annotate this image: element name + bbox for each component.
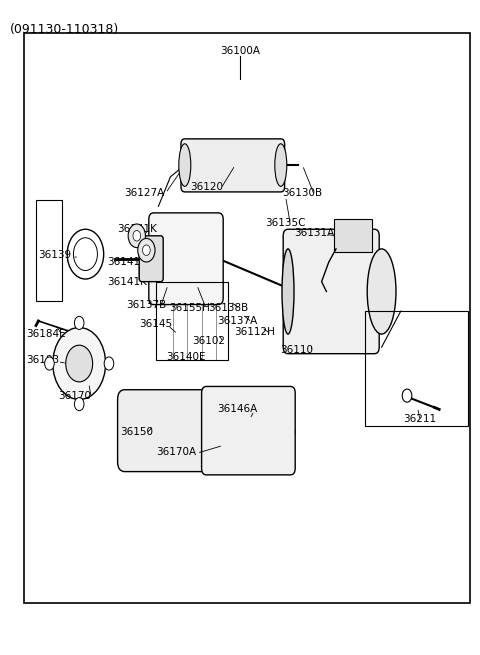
Ellipse shape: [179, 144, 191, 187]
FancyBboxPatch shape: [334, 219, 372, 252]
Text: 36130B: 36130B: [282, 188, 323, 198]
Text: (091130-110318): (091130-110318): [10, 23, 119, 36]
FancyBboxPatch shape: [118, 390, 216, 472]
FancyBboxPatch shape: [202, 386, 295, 475]
Text: 36170: 36170: [58, 391, 91, 402]
Text: 36137A: 36137A: [217, 316, 258, 326]
Circle shape: [66, 345, 93, 382]
FancyBboxPatch shape: [283, 229, 379, 354]
Text: 36110: 36110: [280, 345, 313, 356]
Ellipse shape: [275, 144, 287, 187]
Text: 36131A: 36131A: [294, 227, 335, 238]
Bar: [24, 33, 470, 603]
Text: 36140E: 36140E: [167, 352, 206, 362]
Circle shape: [104, 357, 114, 370]
Text: 36127A: 36127A: [124, 188, 164, 198]
Bar: [36, 200, 62, 301]
Circle shape: [402, 389, 412, 402]
Text: 36146A: 36146A: [217, 404, 258, 415]
Text: 36150: 36150: [120, 427, 153, 438]
Text: 36141K: 36141K: [107, 276, 147, 287]
Text: 36102: 36102: [192, 335, 225, 346]
Bar: [156, 282, 228, 360]
Text: 36138B: 36138B: [208, 303, 248, 313]
Ellipse shape: [282, 249, 294, 334]
Bar: [139, 409, 149, 452]
FancyBboxPatch shape: [139, 236, 163, 282]
Bar: [182, 409, 192, 452]
Circle shape: [138, 238, 155, 262]
Text: 36112H: 36112H: [234, 327, 275, 337]
Text: 36183: 36183: [25, 355, 59, 365]
Text: 36145: 36145: [139, 319, 173, 329]
Text: 36137B: 36137B: [126, 299, 167, 310]
Circle shape: [133, 231, 141, 241]
Text: 36139: 36139: [38, 250, 72, 261]
Bar: [154, 409, 163, 452]
Circle shape: [74, 398, 84, 411]
FancyBboxPatch shape: [149, 213, 223, 305]
Text: 36135C: 36135C: [265, 217, 306, 228]
Text: 36184E: 36184E: [26, 329, 65, 339]
Text: 36141K: 36141K: [117, 224, 157, 234]
Circle shape: [128, 224, 145, 248]
FancyBboxPatch shape: [181, 139, 285, 192]
Circle shape: [53, 328, 106, 400]
Text: 36155H: 36155H: [169, 303, 210, 313]
Text: 36211: 36211: [403, 414, 437, 424]
Bar: [365, 311, 468, 426]
Text: 36120: 36120: [190, 181, 223, 192]
Text: 36141K: 36141K: [107, 257, 147, 267]
Text: 36170A: 36170A: [156, 447, 197, 457]
Circle shape: [45, 357, 54, 370]
Ellipse shape: [367, 249, 396, 334]
Text: 36100A: 36100A: [220, 46, 260, 56]
Circle shape: [74, 316, 84, 329]
Circle shape: [143, 245, 150, 255]
